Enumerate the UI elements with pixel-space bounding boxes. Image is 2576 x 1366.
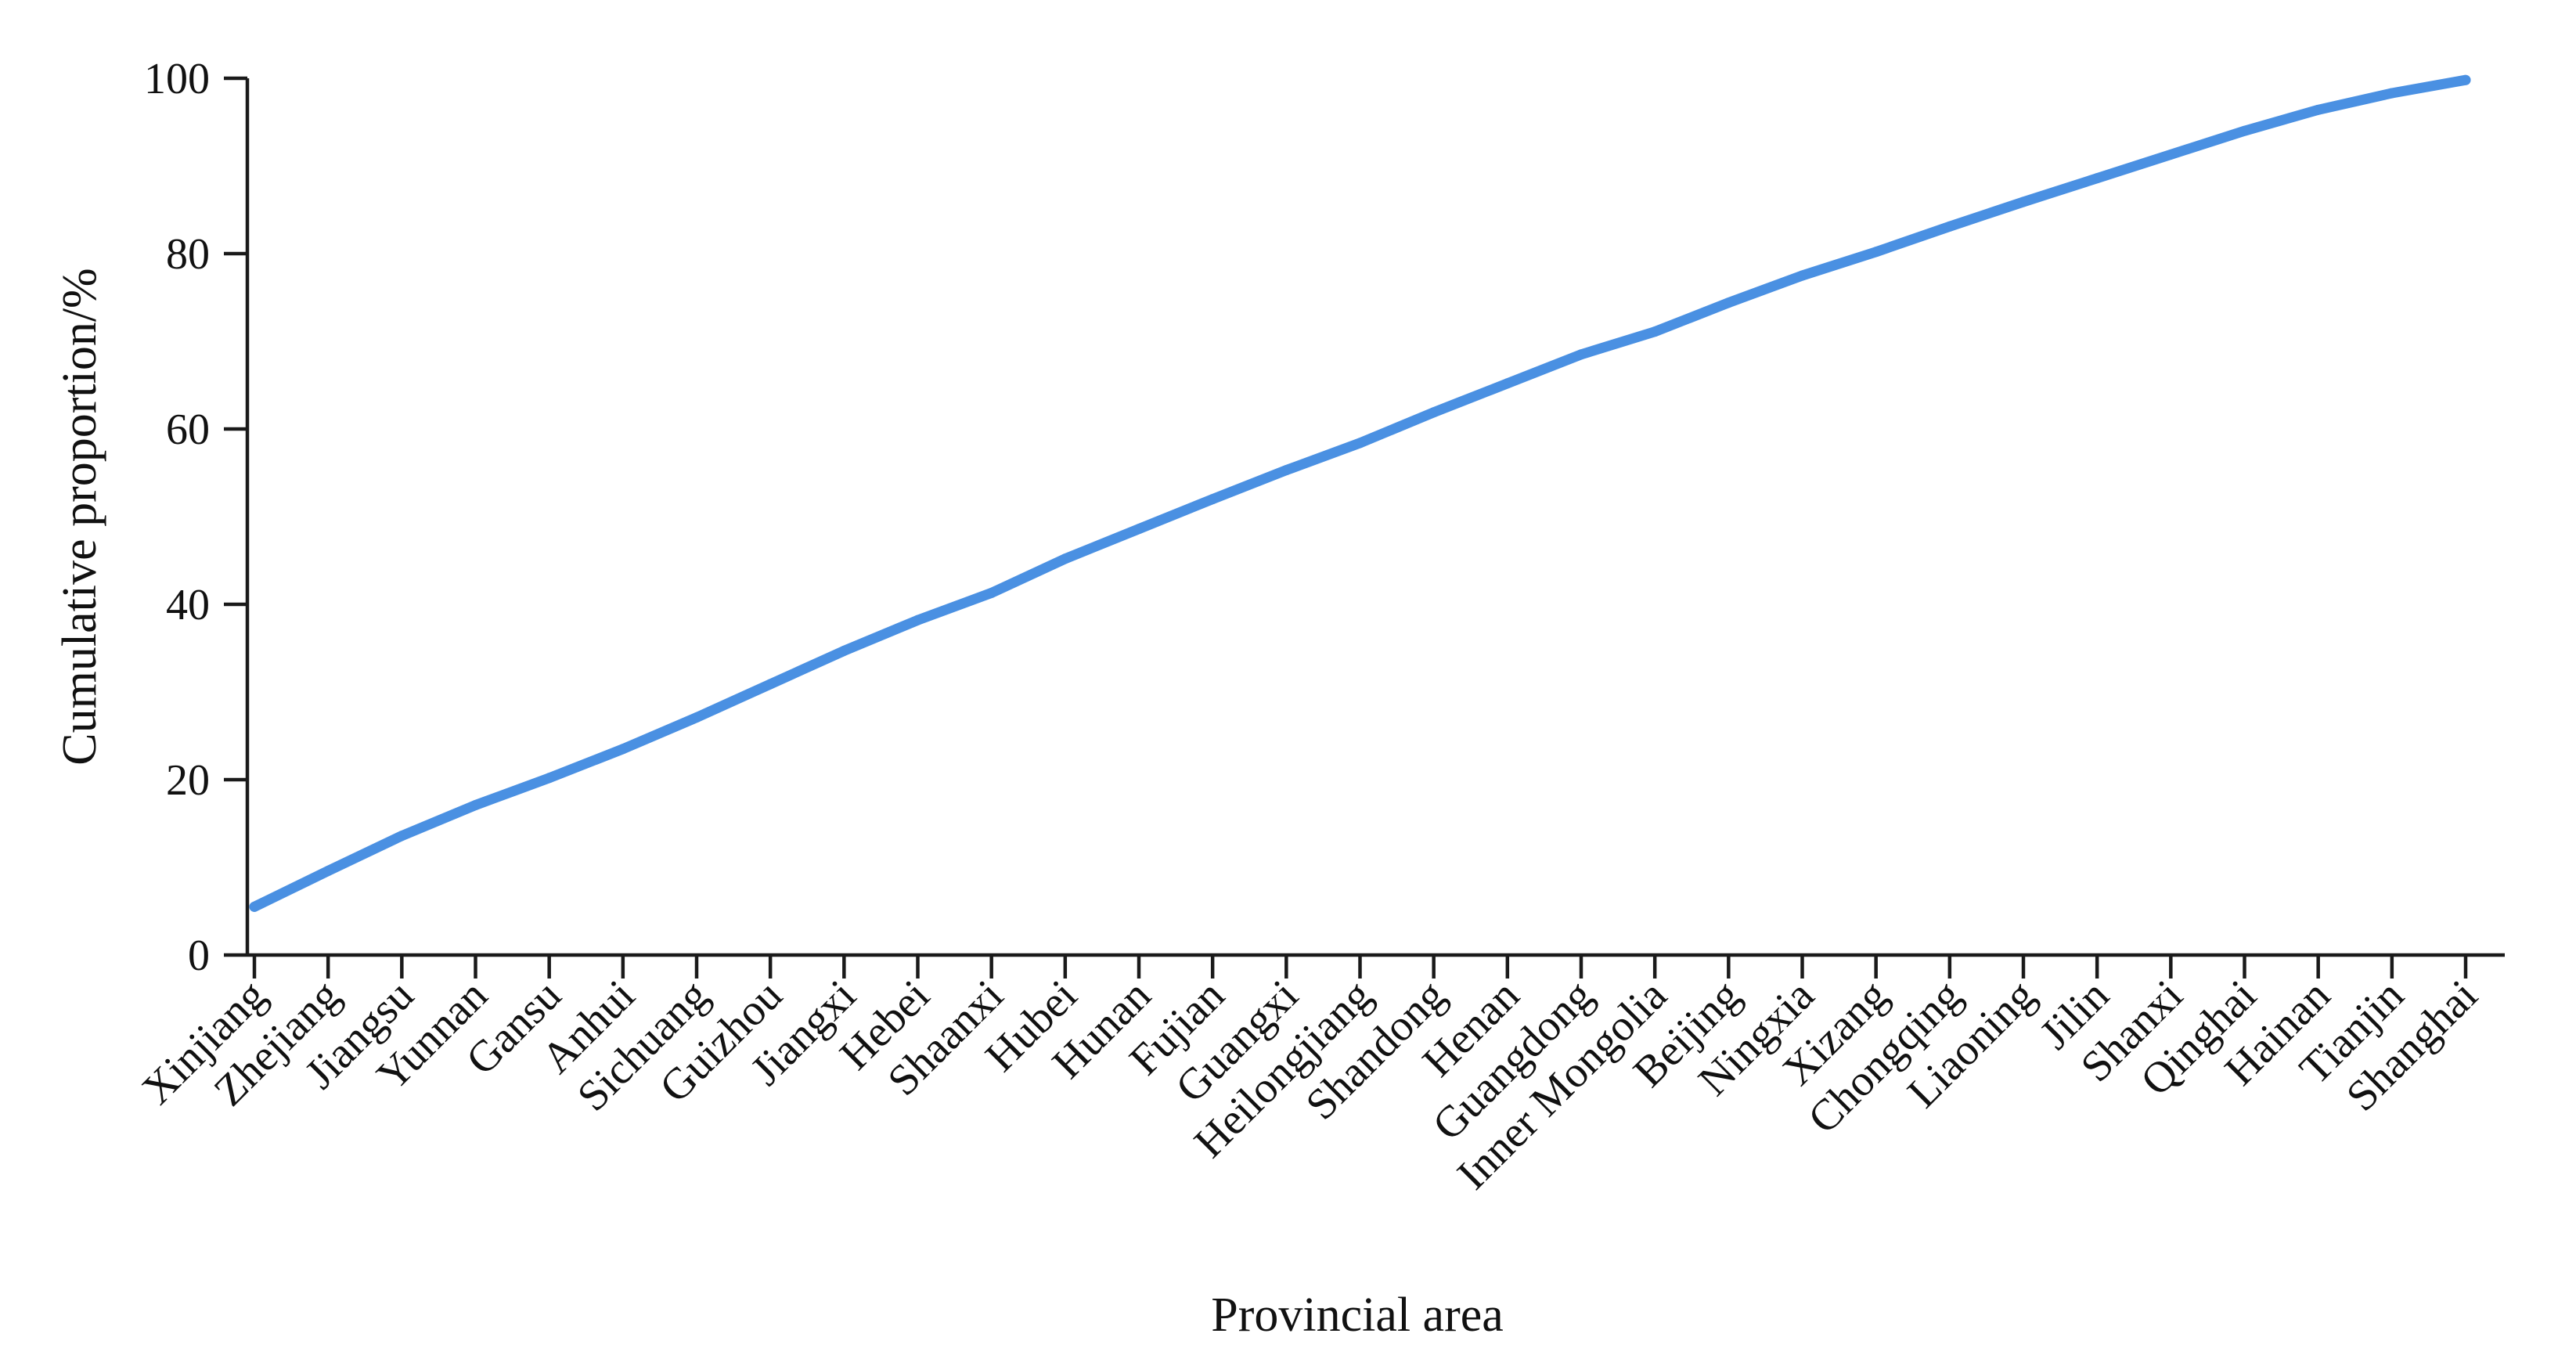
data-point xyxy=(1576,349,1587,360)
data-point xyxy=(322,865,333,876)
data-point xyxy=(913,615,923,625)
data-point xyxy=(2313,104,2324,115)
data-point xyxy=(2460,74,2471,85)
y-axis-title: Cumulative proportion/% xyxy=(53,268,106,765)
data-point xyxy=(396,831,407,842)
data-point xyxy=(470,799,481,810)
y-tick-label: 60 xyxy=(166,405,210,454)
y-tick-label: 80 xyxy=(166,230,210,279)
y-tick-label: 0 xyxy=(188,932,210,980)
data-point xyxy=(2165,149,2176,160)
data-point xyxy=(2239,125,2250,136)
data-point xyxy=(1355,438,1365,449)
x-ticks: XinjiangZhejiangJiangsuYunnanGansuAnhuiS… xyxy=(133,955,2487,1199)
data-point xyxy=(249,901,260,912)
data-point xyxy=(1060,553,1071,564)
x-axis-title: Provincial area xyxy=(1211,1289,1504,1342)
data-point xyxy=(1871,247,1882,258)
data-point xyxy=(765,679,776,690)
y-tick-label: 40 xyxy=(166,581,210,629)
series-group xyxy=(249,74,2471,912)
series-line xyxy=(249,74,2471,912)
data-point xyxy=(1723,297,1734,308)
y-tick-label: 100 xyxy=(144,55,210,103)
y-ticks: 0 20 40 60 80 100 xyxy=(144,55,247,980)
data-point xyxy=(1649,326,1660,337)
y-tick-label: 20 xyxy=(166,756,210,805)
data-point xyxy=(2018,196,2029,207)
data-point xyxy=(1429,407,1439,418)
data-point xyxy=(2091,173,2102,184)
data-point xyxy=(838,645,849,656)
data-point xyxy=(986,587,997,598)
data-point xyxy=(691,712,702,723)
data-point xyxy=(1944,221,1955,232)
data-point xyxy=(1797,270,1807,281)
data-point xyxy=(2387,88,2398,99)
data-point xyxy=(1281,465,1292,476)
data-point xyxy=(618,744,629,755)
data-point xyxy=(544,773,555,784)
data-point xyxy=(1207,494,1218,505)
data-point xyxy=(1502,378,1513,389)
data-point xyxy=(1133,524,1144,535)
